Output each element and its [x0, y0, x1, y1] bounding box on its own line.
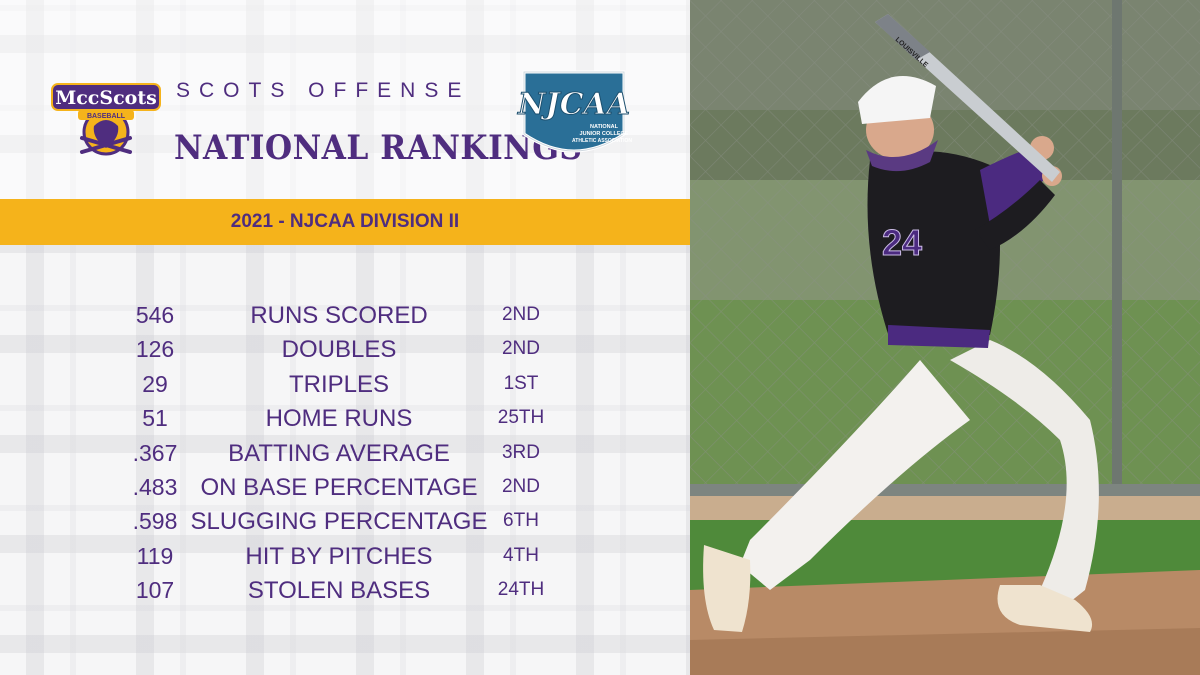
stat-row: .598 SLUGGING PERCENTAGE 6TH: [0, 504, 690, 538]
stat-value: 119: [136, 542, 174, 569]
stat-value: 107: [135, 577, 175, 604]
jersey-number: 24: [882, 222, 922, 263]
stat-rank: 3RD: [501, 441, 540, 463]
stat-row: .483 ON BASE PERCENTAGE 2ND: [0, 470, 690, 504]
njcaa-logo: NJCAA NATIONAL JUNIOR COLLEGE ATHLETIC A…: [516, 70, 632, 153]
stat-rank: 6TH: [503, 510, 539, 532]
left-panel: MccScots BASEBALL SCOTS OFFENSE NATIONAL…: [0, 0, 690, 675]
stat-label: TRIPLES: [288, 370, 390, 398]
stat-value: 29: [142, 370, 168, 397]
stat-row: .367 BATTING AVERAGE 3RD: [0, 436, 690, 470]
stat-rank: 1ST: [503, 372, 539, 394]
stat-label: STOLEN BASES: [247, 577, 431, 605]
stat-value: .483: [132, 473, 178, 500]
division-banner: 2021 - NJCAA DIVISION II: [0, 199, 690, 245]
batter-photo: 24 LOUISVILLE: [690, 0, 1200, 675]
stat-value: .598: [132, 508, 178, 535]
njcaa-logo-text: NJCAA: [517, 87, 630, 122]
mcc-scots-logo: MccScots BASEBALL: [51, 83, 161, 156]
stat-rank: 24TH: [497, 579, 545, 601]
stat-rank: 2ND: [501, 304, 540, 325]
njcaa-sub-1: NATIONAL: [590, 124, 619, 130]
stat-rank: 2ND: [501, 475, 540, 497]
stat-row: 107 STOLEN BASES 24TH: [0, 573, 690, 607]
mcc-logo-subtext: BASEBALL: [87, 113, 126, 120]
stat-row: 29 TRIPLES 1ST: [0, 367, 690, 401]
subtitle: SCOTS OFFENSE: [176, 79, 471, 102]
stat-label: HOME RUNS: [265, 405, 413, 433]
page-title: NATIONAL RANKINGS: [174, 128, 583, 168]
stat-value: 51: [142, 405, 168, 432]
stat-row: 546 RUNS SCORED 2ND: [0, 298, 690, 332]
njcaa-sub-3: ATHLETIC ASSOCIATION: [572, 138, 632, 144]
stat-value: 546: [135, 302, 175, 328]
stat-rank: 4TH: [503, 544, 539, 566]
stat-value: 126: [135, 336, 175, 363]
stat-label: ON BASE PERCENTAGE: [200, 473, 478, 501]
batter-illustration: 24 LOUISVILLE: [690, 0, 1200, 675]
njcaa-sub-2: JUNIOR COLLEGE: [580, 131, 629, 137]
stat-row: 126 DOUBLES 2ND: [0, 332, 690, 366]
stat-rank: 2ND: [501, 338, 540, 360]
stat-label: SLUGGING PERCENTAGE: [190, 508, 488, 536]
stat-label: RUNS SCORED: [250, 302, 428, 329]
division-banner-text: 2021 - NJCAA DIVISION II: [230, 211, 460, 232]
stat-row: 119 HIT BY PITCHES 4TH: [0, 539, 690, 573]
stat-value: .367: [132, 439, 178, 466]
mcc-logo-text: MccScots: [55, 87, 157, 109]
stats-list: 546 RUNS SCORED 2ND 126 DOUBLES 2ND 29 TRIPLE…: [0, 298, 690, 608]
stat-row: 51 HOME RUNS 25TH: [0, 401, 690, 435]
stat-label: BATTING AVERAGE: [228, 439, 450, 467]
stat-rank: 25TH: [497, 407, 545, 429]
stat-label: DOUBLES: [281, 336, 397, 364]
stat-label: HIT BY PITCHES: [245, 542, 433, 570]
